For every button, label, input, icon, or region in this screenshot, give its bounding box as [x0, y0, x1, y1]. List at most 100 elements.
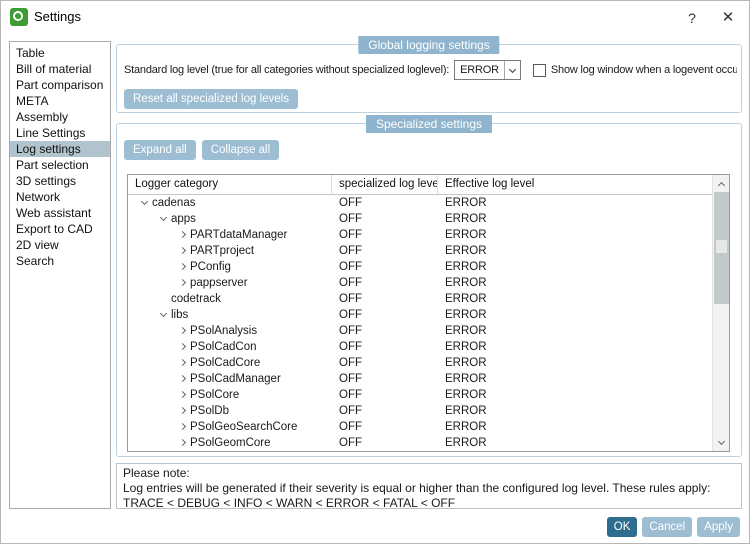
collapse-all-button[interactable]: Collapse all — [201, 140, 280, 160]
sidebar-item-3d-settings[interactable]: 3D settings — [16, 174, 77, 188]
chevron-down-icon[interactable] — [136, 195, 152, 211]
effective-level-value: ERROR — [445, 341, 487, 353]
chevron-right-icon[interactable] — [174, 355, 190, 371]
scroll-down-icon[interactable] — [713, 434, 730, 451]
logger-category-label: PSolCadManager — [190, 373, 281, 385]
column-header-effective-level[interactable]: Effective log level — [445, 178, 535, 190]
effective-level-value: ERROR — [445, 325, 487, 337]
sidebar-item-network[interactable]: Network — [16, 190, 61, 204]
chevron-right-icon[interactable] — [174, 243, 190, 259]
table-row[interactable]: PARTdataManager OFF ERROR — [128, 227, 712, 243]
standard-log-level-label: Standard log level (true for all categor… — [124, 64, 450, 76]
sidebar-item-log-settings[interactable]: Log settings — [10, 141, 110, 157]
cancel-button[interactable]: Cancel — [642, 517, 693, 537]
apply-button[interactable]: Apply — [697, 517, 740, 537]
table-row[interactable]: PConfig OFF ERROR — [128, 259, 712, 275]
logger-category-label: PARTproject — [190, 245, 255, 257]
chevron-right-icon[interactable] — [174, 227, 190, 243]
specialized-level-value: OFF — [339, 229, 362, 241]
effective-level-value: ERROR — [445, 373, 487, 385]
table-row[interactable]: pappserver OFF ERROR — [128, 275, 712, 291]
table-scrollbar[interactable] — [712, 175, 729, 451]
effective-level-value: ERROR — [445, 245, 487, 257]
logger-category-label: PSolCore — [190, 389, 240, 401]
chevron-right-icon[interactable] — [174, 259, 190, 275]
sidebar-item-2d-view[interactable]: 2D view — [16, 238, 59, 252]
help-button[interactable]: ? — [688, 10, 696, 26]
sidebar-item-web-assistant[interactable]: Web assistant — [16, 206, 92, 220]
table-row[interactable]: PSolGeoSearchCore OFF ERROR — [128, 419, 712, 435]
logger-category-label: PSolAnalysis — [190, 325, 258, 337]
chevron-right-icon[interactable] — [174, 323, 190, 339]
specialized-level-value: OFF — [339, 405, 362, 417]
specialized-level-value: OFF — [339, 421, 362, 433]
sidebar-item-bill-of-material[interactable]: Bill of material — [16, 62, 92, 76]
sidebar-item-search[interactable]: Search — [16, 254, 55, 268]
app-icon-dot — [17, 15, 21, 19]
reset-specialized-levels-button[interactable]: Reset all specialized log levels — [124, 89, 298, 109]
table-row[interactable]: PSolCadCore OFF ERROR — [128, 355, 712, 371]
logger-category-label: PSolCadCore — [190, 357, 261, 369]
logger-category-label: libs — [171, 309, 189, 321]
log-level-value: ERROR — [460, 64, 499, 76]
specialized-level-value: OFF — [339, 245, 362, 257]
global-logging-settings-legend: Global logging settings — [358, 36, 500, 54]
table-row[interactable]: libs OFF ERROR — [128, 307, 712, 323]
table-row[interactable]: apps OFF ERROR — [128, 211, 712, 227]
chevron-right-icon[interactable] — [174, 403, 190, 419]
chevron-right-icon[interactable] — [174, 371, 190, 387]
table-row[interactable]: PSolCadCon OFF ERROR — [128, 339, 712, 355]
specialized-level-value: OFF — [339, 325, 362, 337]
sidebar-item-part-comparison[interactable]: Part comparison — [16, 78, 104, 92]
specialized-level-value: OFF — [339, 389, 362, 401]
titlebar: Settings ? ✕ — [1, 1, 749, 33]
dropdown-arrow-icon — [503, 61, 520, 79]
sidebar-item-line-settings[interactable]: Line Settings — [16, 126, 86, 140]
column-header-specialized-level[interactable]: specialized log level — [332, 175, 438, 194]
sidebar-item-export-to-cad[interactable]: Export to CAD — [16, 222, 93, 236]
table-row[interactable]: cadenas OFF ERROR — [128, 195, 712, 211]
chevron-down-icon[interactable] — [155, 307, 171, 323]
chevron-right-icon[interactable] — [174, 339, 190, 355]
specialized-level-value: OFF — [339, 261, 362, 273]
logger-category-label: PSolGeoSearchCore — [190, 421, 298, 433]
scrollbar-thumb[interactable] — [714, 192, 729, 304]
table-row[interactable]: PSolCore OFF ERROR — [128, 387, 712, 403]
table-row[interactable]: PSolGeomCore OFF ERROR — [128, 435, 712, 451]
chevron-right-icon[interactable] — [174, 275, 190, 291]
show-log-window-checkbox[interactable] — [532, 63, 546, 77]
sidebar-item-part-selection[interactable]: Part selection — [16, 158, 89, 172]
specialized-level-value: OFF — [339, 437, 362, 449]
specialized-settings-legend: Specialized settings — [365, 115, 493, 133]
chevron-right-icon[interactable] — [174, 387, 190, 403]
sidebar-item-assembly[interactable]: Assembly — [16, 110, 69, 124]
table-row[interactable]: PSolCadManager OFF ERROR — [128, 371, 712, 387]
chevron-right-icon[interactable] — [174, 435, 190, 451]
chevron-down-icon[interactable] — [155, 211, 171, 227]
note-box: Please note: Log entries will be generat… — [116, 463, 742, 510]
table-row[interactable]: PSolDb OFF ERROR — [128, 403, 712, 419]
table-row[interactable]: PARTproject OFF ERROR — [128, 243, 712, 259]
log-level-dropdown[interactable]: ERROR — [454, 60, 521, 80]
show-log-window-label: Show log window when a logevent occur — [550, 64, 737, 76]
scroll-up-icon[interactable] — [713, 175, 730, 192]
table-row[interactable]: PSolAnalysis OFF ERROR — [128, 323, 712, 339]
sidebar-item-table[interactable]: Table — [16, 46, 45, 60]
sidebar-item-meta[interactable]: META — [16, 94, 49, 108]
ok-button[interactable]: OK — [606, 517, 638, 537]
expand-all-button[interactable]: Expand all — [124, 140, 196, 160]
specialized-level-value: OFF — [339, 293, 362, 305]
app-icon-ring — [13, 11, 23, 21]
logger-category-label: PSolDb — [190, 405, 229, 417]
column-header-logger-category[interactable]: Logger category — [128, 175, 332, 194]
table-row[interactable]: codetrack OFF ERROR — [128, 291, 712, 307]
specialized-level-value: OFF — [339, 197, 362, 209]
close-button[interactable]: ✕ — [721, 9, 735, 26]
global-logging-settings-group: Global logging settings Standard log lev… — [116, 36, 742, 113]
footer: OK Cancel Apply — [606, 517, 740, 537]
window-title: Settings — [34, 9, 81, 24]
chevron-right-icon[interactable] — [174, 419, 190, 435]
effective-level-value: ERROR — [445, 293, 487, 305]
effective-level-value: ERROR — [445, 277, 487, 289]
